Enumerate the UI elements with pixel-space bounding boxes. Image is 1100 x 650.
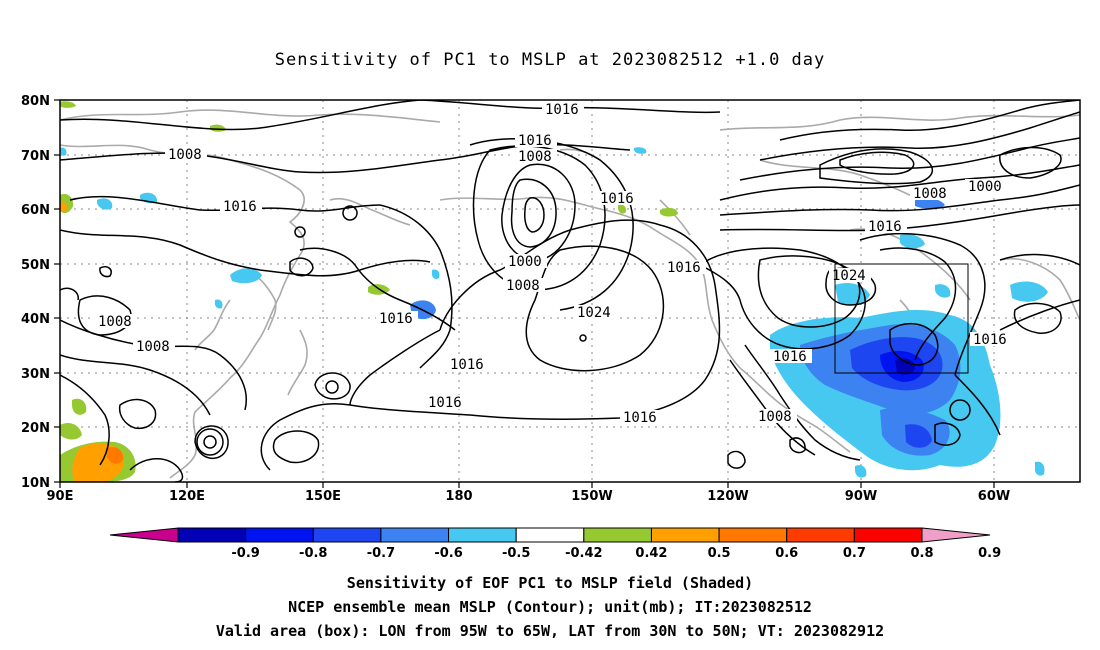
colorbar-label: 0.7 xyxy=(843,546,866,561)
contour-label: 1008 xyxy=(518,149,552,165)
colorbar-swatch xyxy=(177,527,247,543)
lon-label: 60W xyxy=(978,489,1010,504)
colorbar-swatch xyxy=(245,527,314,543)
sensitivity-shading xyxy=(60,101,1048,482)
latitude-labels: 80N 70N 60N 50N 40N 30N 20N 10N xyxy=(21,94,50,491)
lat-label: 70N xyxy=(21,149,50,164)
colorbar-label: -0.8 xyxy=(299,546,327,561)
contour-label: 1016 xyxy=(450,357,484,373)
colorbar-label: 0.5 xyxy=(708,546,731,561)
lat-label: 40N xyxy=(21,312,50,327)
colorbar-swatch xyxy=(650,527,720,543)
contour-label: 1008 xyxy=(168,147,202,163)
lat-label: 30N xyxy=(21,367,50,382)
colorbar-label: -0.7 xyxy=(367,546,395,561)
contour-labels: 1016 1016 1008 1008 1016 1016 1000 1008 … xyxy=(95,102,1012,426)
contour-label: 1000 xyxy=(968,179,1002,195)
lat-label: 20N xyxy=(21,421,50,436)
contour-label: 1016 xyxy=(379,311,413,327)
colorbar-swatch xyxy=(921,527,991,543)
lon-label: 120E xyxy=(169,489,205,504)
contour-label: 1016 xyxy=(223,199,257,215)
colorbar-label: -0.6 xyxy=(434,546,462,561)
lon-label: 180 xyxy=(445,489,472,504)
contour-label: 1016 xyxy=(667,260,701,276)
colorbar-label: 0.8 xyxy=(910,546,933,561)
longitude-labels: 90E 120E 150E 180 150W 120W 90W 60W xyxy=(47,489,1011,504)
contour-label: 1016 xyxy=(973,332,1007,348)
contour-label: 1016 xyxy=(868,219,902,235)
lon-label: 120W xyxy=(707,489,748,504)
colorbar-label: -0.9 xyxy=(231,546,259,561)
contour-label: 1008 xyxy=(758,409,792,425)
lat-label: 60N xyxy=(21,203,50,218)
colorbar-swatch xyxy=(853,527,923,543)
lon-label: 150W xyxy=(571,489,612,504)
contour-label: 1016 xyxy=(518,133,552,149)
contour-label: 1016 xyxy=(428,395,462,411)
colorbar-label: 0.6 xyxy=(775,546,798,561)
colorbar-swatch xyxy=(448,527,517,543)
lon-label: 90W xyxy=(845,489,877,504)
map-plot-area: 1016 1016 1008 1008 1016 1016 1000 1008 … xyxy=(60,100,1080,482)
colorbar-swatch xyxy=(583,527,652,543)
colorbar-swatch xyxy=(515,527,585,543)
lat-label: 10N xyxy=(21,476,50,491)
colorbar-swatch xyxy=(109,527,179,543)
colorbar xyxy=(109,527,991,543)
contour-label: 1024 xyxy=(577,305,611,321)
colorbar-label: 0.42 xyxy=(635,546,667,561)
footer-line-3: Valid area (box): LON from 95W to 65W, L… xyxy=(215,622,885,640)
colorbar-swatch xyxy=(786,527,855,543)
colorbar-swatch xyxy=(312,527,382,543)
colorbar-label: -0.5 xyxy=(502,546,530,561)
contour-label: 1008 xyxy=(136,339,170,355)
lon-label: 150E xyxy=(305,489,341,504)
contour-label: 1008 xyxy=(506,278,540,294)
lat-label: 80N xyxy=(21,94,50,109)
contour-label: 1016 xyxy=(773,349,807,365)
lon-label: 90E xyxy=(47,489,74,504)
chart-title: Sensitivity of PC1 to MSLP at 2023082512… xyxy=(274,50,826,70)
colorbar-label: -0.42 xyxy=(565,546,602,561)
colorbar-label: 0.9 xyxy=(978,546,1001,561)
colorbar-swatch xyxy=(718,527,788,543)
colorbar-labels: -0.9 -0.8 -0.7 -0.6 -0.5 -0.42 0.42 0.5 0.6 0.7 0.… xyxy=(231,546,1001,561)
contour-label: 1016 xyxy=(545,102,579,118)
map-frame xyxy=(59,99,1081,483)
contour-label: 1016 xyxy=(623,410,657,426)
axis-ticks xyxy=(54,99,995,488)
contour-label: 1016 xyxy=(600,191,634,207)
valid-area-box xyxy=(834,263,969,374)
contour-label: 1008 xyxy=(913,186,947,202)
footer-line-2: NCEP ensemble mean MSLP (Contour); unit(… xyxy=(288,598,812,616)
contour-label: 1024 xyxy=(832,268,866,284)
lat-label: 50N xyxy=(21,258,50,273)
contour-label: 1000 xyxy=(508,254,542,270)
contour-label: 1008 xyxy=(98,314,132,330)
colorbar-swatch xyxy=(380,527,450,543)
footer-line-1: Sensitivity of EOF PC1 to MSLP field (Sh… xyxy=(346,574,754,592)
